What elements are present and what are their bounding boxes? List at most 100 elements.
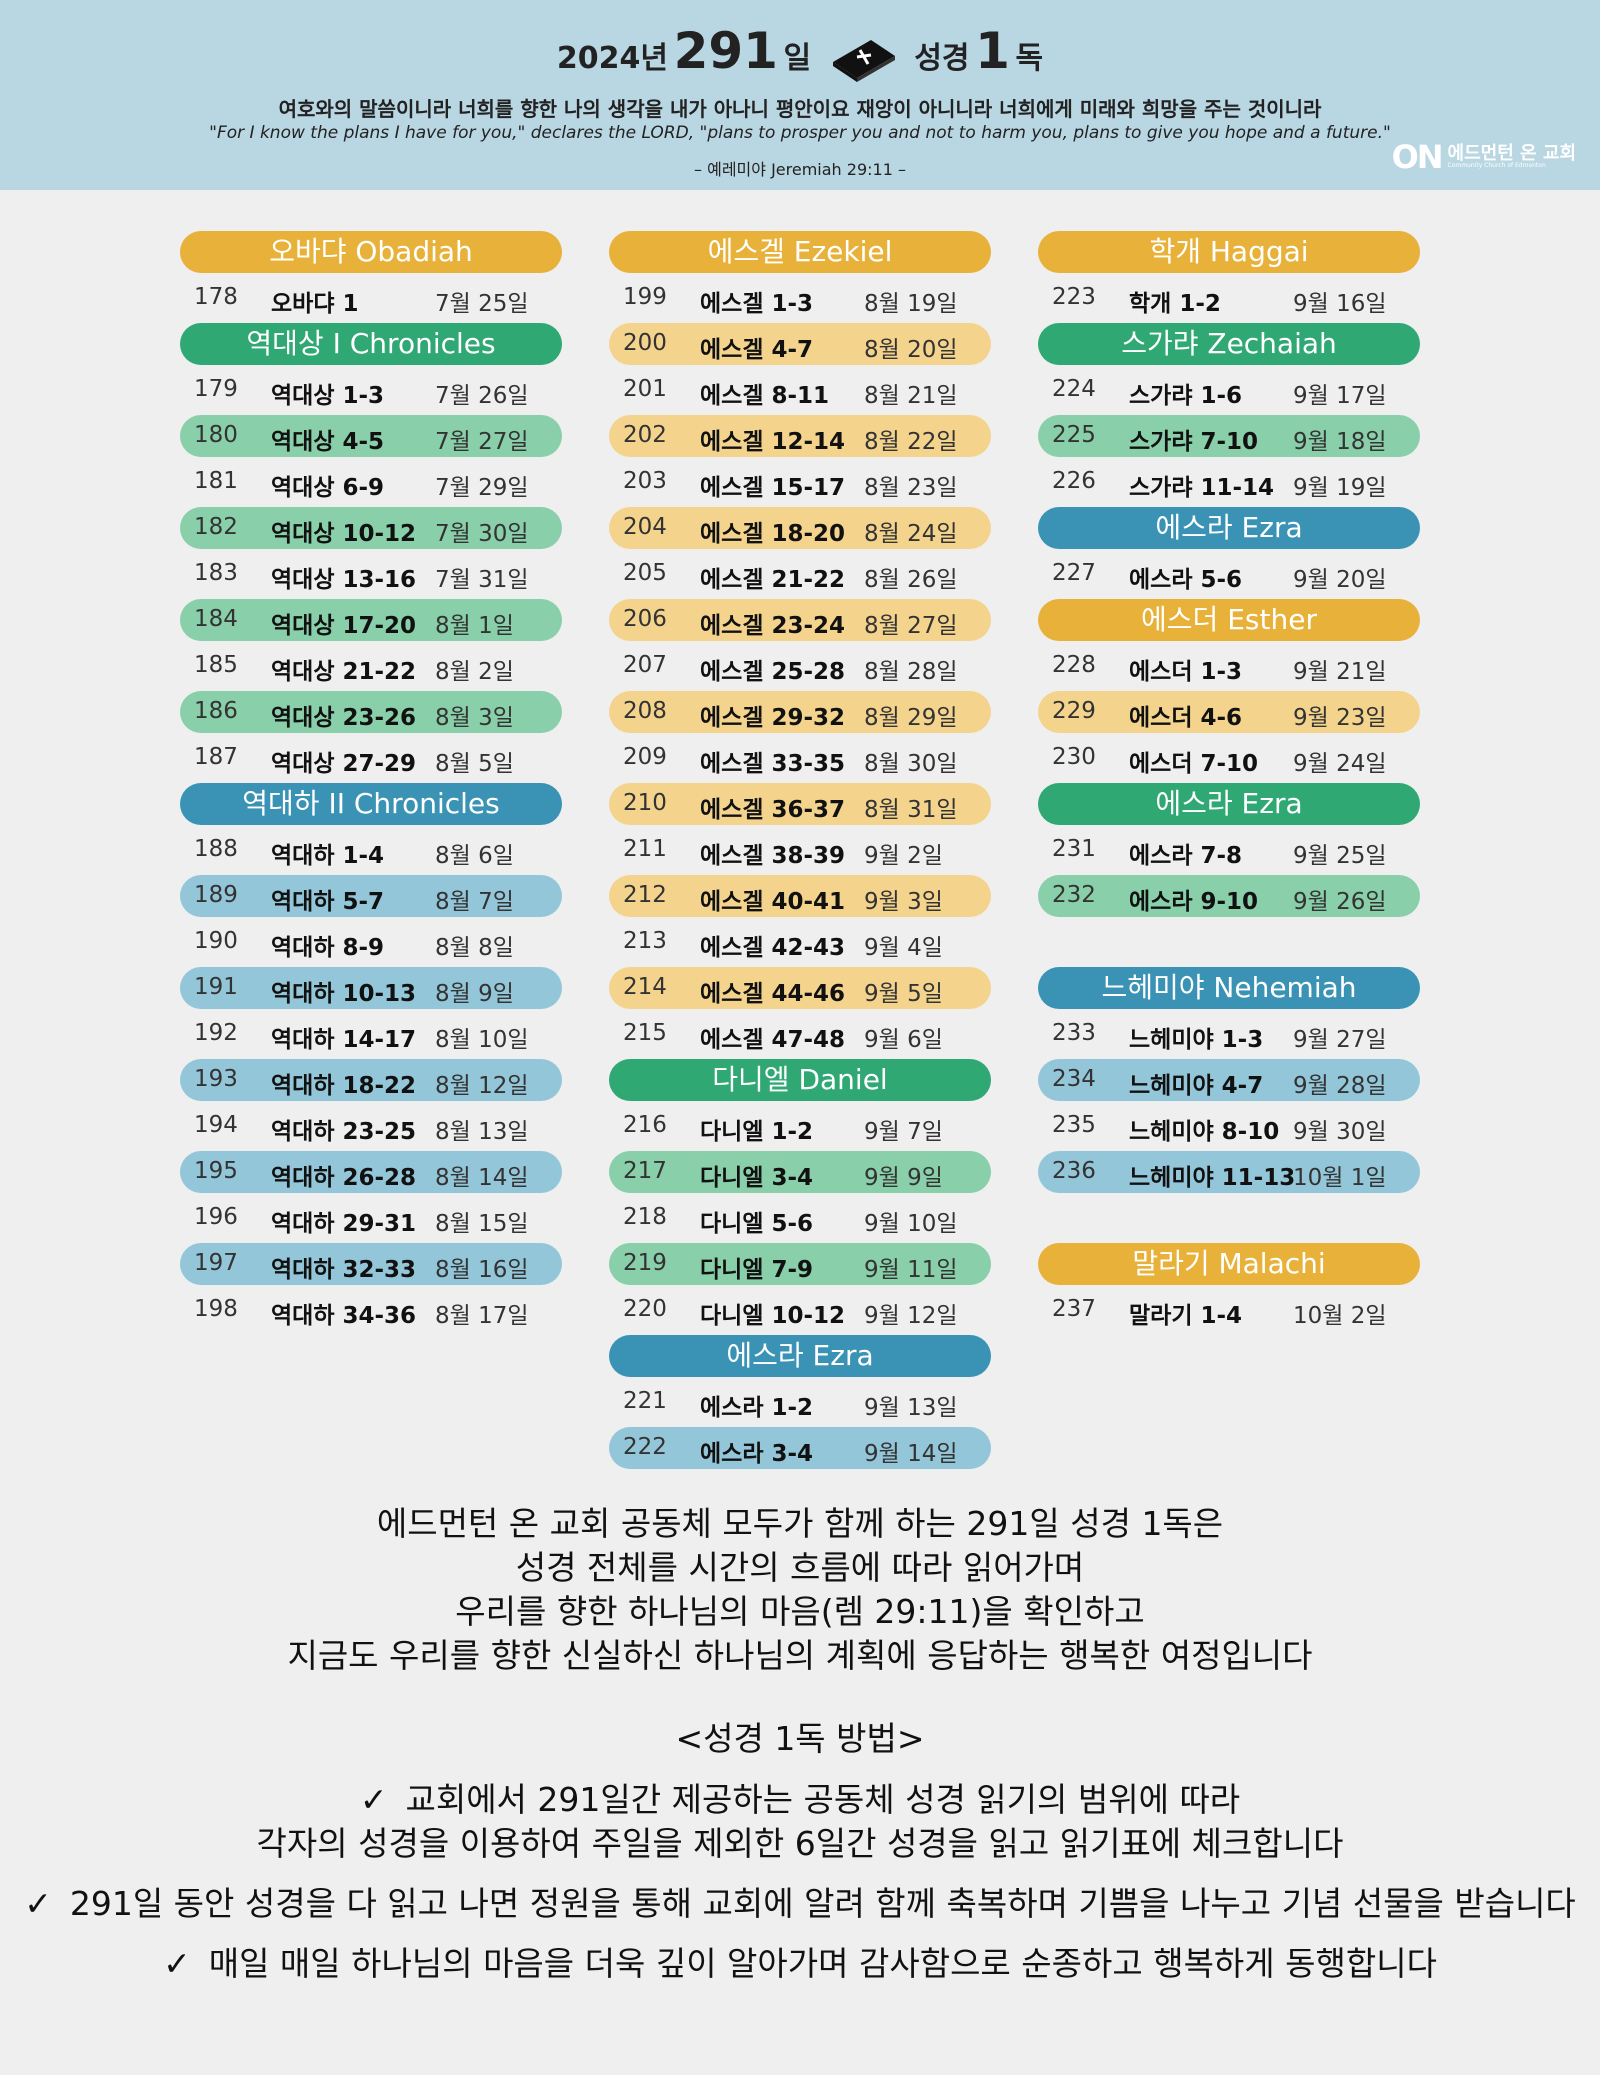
reading-range: 에스겔 4-7 (700, 337, 814, 363)
day-number: 209 (623, 744, 667, 770)
reading-row: 224 스가랴 1-6 9월 17일 (1038, 367, 1420, 413)
day-number: 214 (623, 974, 667, 1000)
day-number: 223 (1052, 284, 1096, 310)
reading-date: 9월 18일 (1293, 429, 1387, 455)
reading-range: 역대상 4-5 (271, 429, 385, 455)
book-header: 에스라 Ezra (609, 1333, 991, 1379)
check-line: 각자의 성경을 이용하여 주일을 제외한 6일간 성경을 읽고 읽기표에 체크합… (0, 1822, 1600, 1866)
reading-row: 191 역대하 10-13 8월 9일 (180, 965, 562, 1011)
reading-row: 211 에스겔 38-39 9월 2일 (609, 827, 991, 873)
row-highlight (180, 875, 562, 917)
logo-mark: ON (1391, 138, 1444, 176)
reading-range: 에스겔 47-48 (700, 1027, 846, 1053)
book-name: 에스라 Ezra (1155, 511, 1303, 544)
day-number: 217 (623, 1158, 667, 1184)
check-line: ✓ 매일 매일 하나님의 마음을 더욱 깊이 알아가며 감사함으로 순종하고 행복… (0, 1942, 1600, 1986)
reading-row: 228 에스더 1-3 9월 21일 (1038, 643, 1420, 689)
day-number: 225 (1052, 422, 1096, 448)
reading-date: 8월 29일 (864, 705, 958, 731)
reading-date: 10월 2일 (1293, 1303, 1387, 1329)
reading-date: 9월 26일 (1293, 889, 1387, 915)
book-header: 에스라 Ezra (1038, 505, 1420, 551)
reading-range: 역대하 18-22 (271, 1073, 417, 1099)
reading-range: 역대하 5-7 (271, 889, 385, 915)
reading-date: 9월 24일 (1293, 751, 1387, 777)
reading-row: 204 에스겔 18-20 8월 24일 (609, 505, 991, 551)
reading-row: 188 역대하 1-4 8월 6일 (180, 827, 562, 873)
bible-book-icon (827, 34, 899, 86)
reading-date: 8월 13일 (435, 1119, 529, 1145)
reading-range: 에스겔 38-39 (700, 843, 846, 869)
reading-row: 233 느헤미야 1-3 9월 27일 (1038, 1011, 1420, 1057)
day-number: 198 (194, 1296, 238, 1322)
checkmark-icon: ✓ (24, 1884, 52, 1923)
logo-korean: 에드먼턴 온 교회 (1447, 143, 1576, 164)
reading-row: 196 역대하 29-31 8월 15일 (180, 1195, 562, 1241)
day-number: 180 (194, 422, 238, 448)
reading-date: 8월 31일 (864, 797, 958, 823)
book-header-pill: 오바댜 Obadiah (180, 231, 562, 273)
reading-row: 210 에스겔 36-37 8월 31일 (609, 781, 991, 827)
day-number: 213 (623, 928, 667, 954)
day-number: 218 (623, 1204, 667, 1230)
reading-date: 8월 20일 (864, 337, 958, 363)
reading-date: 7월 25일 (435, 291, 529, 317)
reading-range: 에스겔 44-46 (700, 981, 846, 1007)
reading-range: 에스겔 21-22 (700, 567, 846, 593)
row-highlight (1038, 415, 1420, 457)
row-highlight (609, 1151, 991, 1193)
intro-line: 지금도 우리를 향한 신실하신 하나님의 계획에 응답하는 행복한 여정입니다 (287, 1636, 1313, 1675)
reading-range: 스가랴 1-6 (1129, 383, 1243, 409)
book-name: 역대하 II Chronicles (242, 787, 500, 820)
reading-range: 역대하 29-31 (271, 1211, 417, 1237)
book-name: 에스겔 Ezekiel (707, 235, 893, 268)
reading-date: 8월 8일 (435, 935, 514, 961)
day-number: 186 (194, 698, 238, 724)
reading-row: 182 역대상 10-12 7월 30일 (180, 505, 562, 551)
reading-row: 236 느헤미야 11-13 10월 1일 (1038, 1149, 1420, 1195)
book-name: 느헤미야 Nehemiah (1101, 971, 1357, 1004)
book-header-pill: 학개 Haggai (1038, 231, 1420, 273)
reading-date: 8월 28일 (864, 659, 958, 685)
reading-row: 199 에스겔 1-3 8월 19일 (609, 275, 991, 321)
reading-date: 8월 19일 (864, 291, 958, 317)
reading-date: 8월 7일 (435, 889, 514, 915)
spacer (1038, 919, 1420, 965)
reading-row: 197 역대하 32-33 8월 16일 (180, 1241, 562, 1287)
reading-row: 206 에스겔 23-24 8월 27일 (609, 597, 991, 643)
reading-row: 193 역대하 18-22 8월 12일 (180, 1057, 562, 1103)
book-header-pill: 역대하 II Chronicles (180, 783, 562, 825)
reading-date: 10월 1일 (1293, 1165, 1387, 1191)
day-number: 204 (623, 514, 667, 540)
day-number: 220 (623, 1296, 667, 1322)
reading-range: 역대상 10-12 (271, 521, 417, 547)
reading-date: 9월 3일 (864, 889, 943, 915)
reading-row: 208 에스겔 29-32 8월 29일 (609, 689, 991, 735)
reading-date: 9월 6일 (864, 1027, 943, 1053)
check-item: ✓ 매일 매일 하나님의 마음을 더욱 깊이 알아가며 감사함으로 순종하고 행복… (0, 1942, 1600, 1986)
reading-row: 190 역대하 8-9 8월 8일 (180, 919, 562, 965)
reading-date: 9월 11일 (864, 1257, 958, 1283)
church-logo: ON 에드먼턴 온 교회 Community Church of Edmonto… (1392, 138, 1576, 176)
check-text: 교회에서 291일간 제공하는 공동체 성경 읽기의 범위에 따라 (405, 1780, 1241, 1819)
logo-text: 에드먼턴 온 교회 Community Church of Edmonton (1448, 145, 1576, 169)
reading-range: 학개 1-2 (1129, 291, 1221, 317)
book-header: 에스라 Ezra (1038, 781, 1420, 827)
reading-date: 8월 6일 (435, 843, 514, 869)
day-number: 190 (194, 928, 238, 954)
reading-date: 8월 30일 (864, 751, 958, 777)
day-number: 201 (623, 376, 667, 402)
reading-row: 205 에스겔 21-22 8월 26일 (609, 551, 991, 597)
book-header: 오바댜 Obadiah (180, 229, 562, 275)
reading-row: 186 역대상 23-26 8월 3일 (180, 689, 562, 735)
reading-row: 194 역대하 23-25 8월 13일 (180, 1103, 562, 1149)
day-number: 208 (623, 698, 667, 724)
title-one: 1 (975, 22, 1010, 80)
reading-date: 9월 9일 (864, 1165, 943, 1191)
reading-date: 9월 14일 (864, 1441, 958, 1467)
row-highlight (180, 599, 562, 641)
reading-date: 7월 27일 (435, 429, 529, 455)
day-number: 224 (1052, 376, 1096, 402)
header-banner: 2024년 291 일 성경 1 독 여호와의 말씀이니라 너희를 향한 나의 … (0, 0, 1600, 190)
reading-date: 9월 23일 (1293, 705, 1387, 731)
